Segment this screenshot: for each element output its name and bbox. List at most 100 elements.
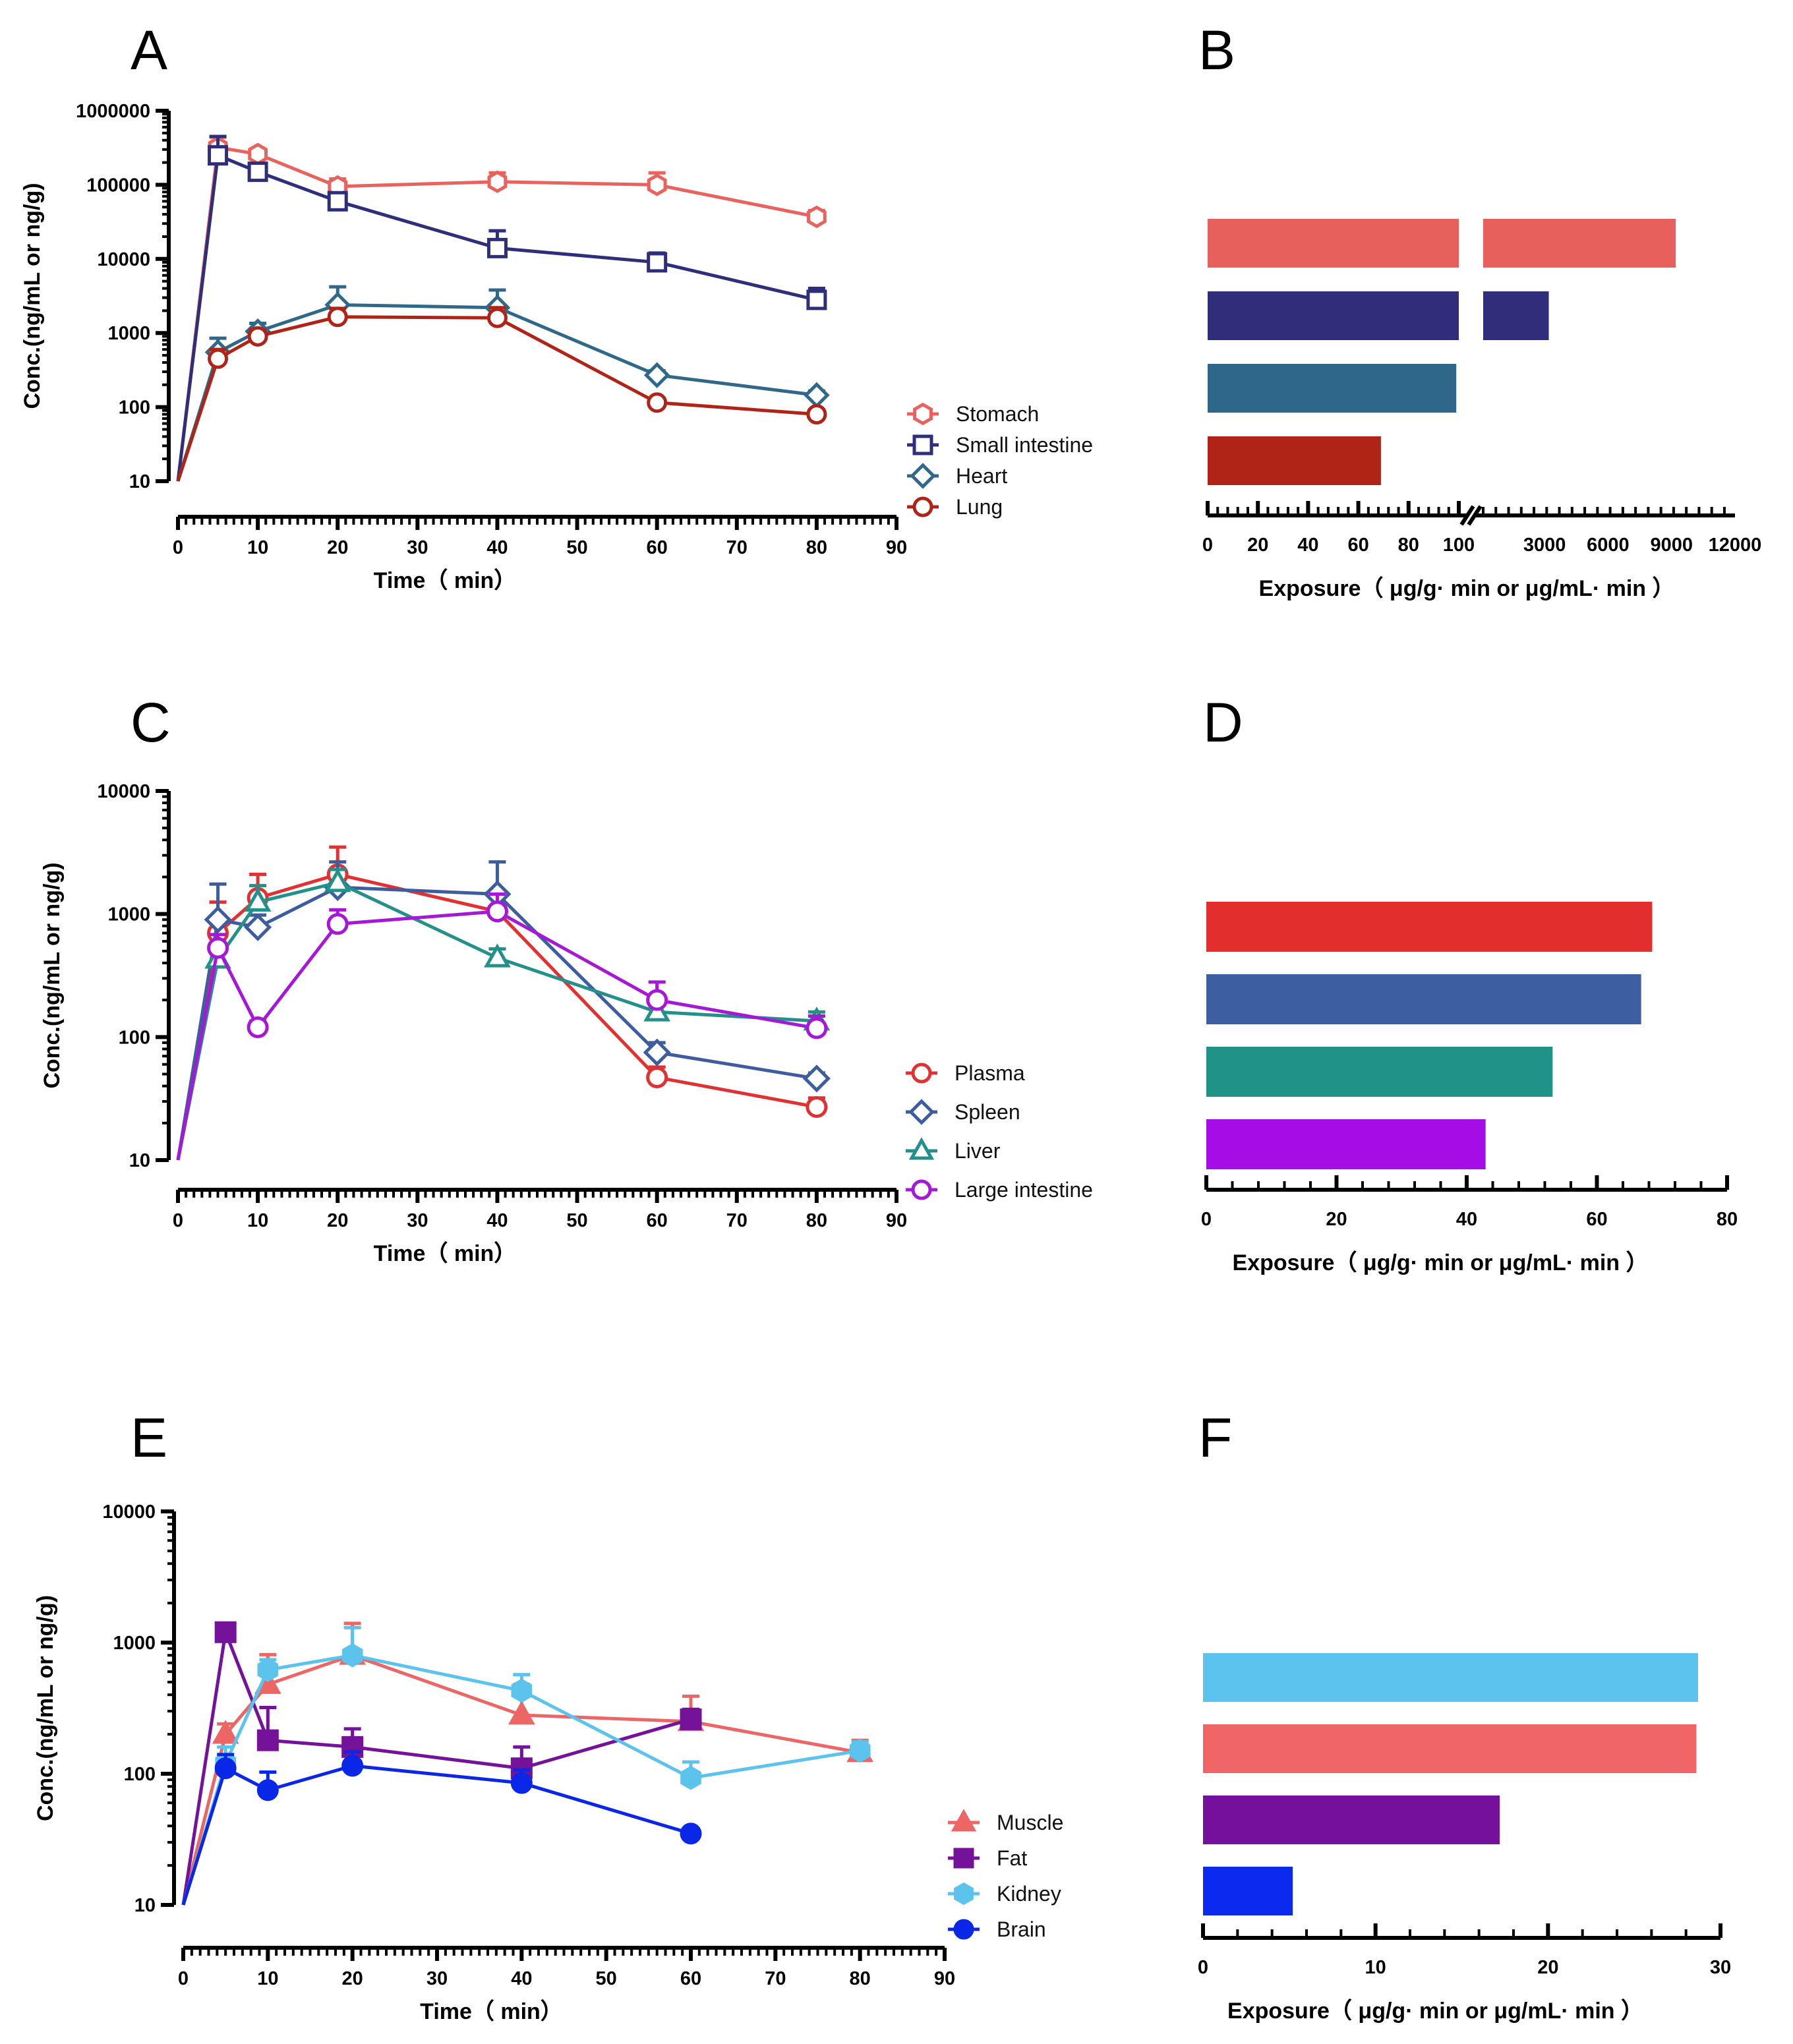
x-tick-label: 20: [1247, 535, 1268, 556]
x-tick-label: 70: [726, 1210, 748, 1231]
data-point-large-intestine: [247, 1016, 269, 1039]
legend-label-stomach: Stomach: [956, 402, 1039, 426]
x-tick-label: 40: [1297, 535, 1318, 556]
y-tick-label: 10000: [97, 249, 150, 270]
data-point-spleen: [204, 906, 232, 934]
x-tick-label: 90: [934, 1968, 955, 1989]
x-tick-label: 80: [1398, 535, 1419, 556]
x-axis-title: Exposure（ μg/g· min or μg/mL· min ）: [1233, 1250, 1649, 1275]
legend-item-lung: Lung: [907, 495, 1003, 519]
panel-label-e: E: [131, 1407, 167, 1469]
data-point-stomach: [647, 173, 667, 196]
legend-label-liver: Liver: [955, 1139, 1001, 1163]
bar-lung: [1208, 436, 1381, 485]
x-tick-label: 50: [566, 537, 587, 558]
panel-label-f: F: [1198, 1407, 1232, 1469]
data-point-spleen: [244, 913, 272, 941]
legend-item-liver: Liver: [906, 1137, 1001, 1163]
x-tick-label: 90: [886, 1210, 907, 1231]
legend-marker: [913, 402, 933, 426]
y-tick-label: 1000: [107, 904, 150, 925]
x-tick-label: 0: [1202, 535, 1213, 556]
legend-marker: [953, 1848, 974, 1869]
data-point-lung: [806, 403, 827, 424]
data-point-large-intestine: [806, 1017, 828, 1039]
data-point-brain: [214, 1757, 237, 1780]
x-tick-label: 60: [647, 1210, 668, 1231]
x-tick-label: 60: [680, 1968, 701, 1989]
x-axis-title: Exposure（ μg/g· min or μg/mL· min ）: [1259, 575, 1675, 601]
bar-brain: [1203, 1867, 1293, 1915]
legend-label-fat: Fat: [997, 1846, 1027, 1870]
x-axis-title: Time（ min）: [420, 1999, 563, 2024]
data-point-stomach: [248, 142, 268, 165]
data-point-stomach: [487, 170, 508, 193]
legend-item-spleen: Spleen: [906, 1099, 1020, 1125]
data-point-small-intestine: [647, 252, 668, 273]
legend-item-large-intestine: Large intestine: [906, 1178, 1093, 1202]
bar-heart: [1208, 364, 1457, 413]
x-tick-label: 0: [178, 1968, 189, 1989]
data-point-lung: [327, 307, 348, 328]
x-tick-label: 90: [886, 537, 907, 558]
legend-marker: [908, 1099, 935, 1125]
legend-label-lung: Lung: [956, 495, 1003, 519]
data-point-large-intestine: [326, 913, 349, 935]
x-tick-label: 10: [247, 537, 268, 558]
data-point-stomach: [807, 205, 827, 229]
y-tick-label: 1000000: [76, 101, 150, 122]
panel-label-a: A: [131, 19, 167, 81]
data-point-fat: [680, 1708, 702, 1730]
legend-marker: [910, 463, 936, 489]
y-tick-label: 10000: [97, 781, 150, 802]
data-point-fat: [214, 1621, 237, 1643]
legend-item-stomach: Stomach: [907, 402, 1039, 426]
data-point-kidney: [257, 1658, 279, 1682]
bar-stomach-low: [1208, 219, 1459, 268]
series-line-liver: [176, 881, 817, 1161]
legend-label-heart: Heart: [956, 464, 1007, 488]
legend-item-small-intestine: Small intestine: [907, 433, 1093, 457]
bar-fat: [1203, 1796, 1500, 1844]
data-point-brain: [510, 1772, 533, 1794]
axis-break-mark: [1467, 505, 1483, 526]
x-tick-label: 60: [1347, 535, 1368, 556]
y-tick-label: 10: [134, 1895, 156, 1916]
x-tick-label: 20: [1326, 1209, 1347, 1230]
data-point-lung: [208, 348, 229, 369]
x-tick-label: 10: [1365, 1957, 1386, 1978]
legend-marker: [912, 434, 933, 455]
legend-label-plasma: Plasma: [955, 1061, 1025, 1085]
data-point-brain: [341, 1755, 364, 1777]
data-point-small-intestine: [327, 190, 348, 212]
legend-label-kidney: Kidney: [997, 1882, 1061, 1906]
legend-label-muscle: Muscle: [997, 1811, 1063, 1834]
x-tick-label: 80: [806, 537, 827, 558]
bar-kidney: [1203, 1653, 1698, 1702]
x-tick-label: 30: [407, 1210, 428, 1231]
data-point-brain: [680, 1823, 702, 1845]
x-tick-label: 10: [247, 1210, 268, 1231]
x-tick-label: 10: [257, 1968, 278, 1989]
data-point-muscle: [508, 1701, 535, 1725]
y-tick-label: 1000: [113, 1633, 156, 1654]
data-point-kidney: [511, 1678, 533, 1703]
data-point-plasma: [646, 1066, 668, 1089]
panel-label-b: B: [1198, 19, 1235, 81]
x-axis-title: Exposure（ μg/g· min or μg/mL· min ）: [1227, 1998, 1643, 2024]
x-axis-title: Time（ min）: [374, 568, 517, 593]
chart-b-exposure-bars: 0 20 40 60 80 100 3000 6000 9000 12000 Exposure（ μ…: [1202, 219, 1761, 601]
x-tick-label: 20: [342, 1968, 363, 1989]
chart-c-concentration-time: 10 100 1000 10000 Conc.(ng/mL or ng/g) 0 10 20 3…: [40, 781, 1093, 1266]
legend-label-brain: Brain: [997, 1917, 1046, 1941]
x-tick-label: 20: [327, 1210, 348, 1231]
y-tick-label: 100: [124, 1764, 156, 1785]
x-tick-label: 60: [1586, 1209, 1607, 1230]
data-point-small-intestine: [806, 289, 827, 310]
data-point-small-intestine: [247, 161, 268, 183]
legend-marker: [951, 1809, 977, 1832]
data-point-muscle: [212, 1720, 239, 1744]
legend-marker: [911, 1179, 932, 1200]
